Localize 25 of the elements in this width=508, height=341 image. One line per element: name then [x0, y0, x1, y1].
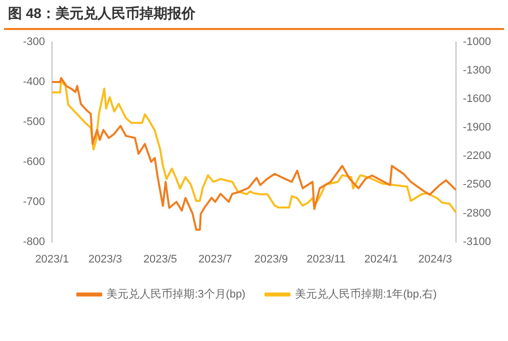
y2-tick-label: -2500 — [462, 178, 492, 191]
y2-tick-label: -1600 — [462, 93, 492, 106]
y-tick-label: -600 — [22, 156, 46, 168]
legend-label: 美元兑人民币掉期:1年(bp,右) — [294, 288, 437, 301]
y-tick-label: -500 — [22, 116, 46, 128]
x-tick-label: 2023/1 — [35, 253, 69, 266]
x-tick-label: 2024/3 — [418, 253, 452, 266]
y2-tick-label: -2200 — [462, 150, 492, 162]
y2-tick-label: -1300 — [462, 64, 492, 77]
x-tick-label: 2023/3 — [88, 253, 122, 266]
x-tick-label: 2024/1 — [364, 253, 398, 266]
y-tick-label: -400 — [22, 76, 46, 88]
y-tick-label: -700 — [22, 196, 46, 208]
y2-tick-label: -2800 — [462, 207, 492, 220]
chart-title: 图 48：美元兑人民币掉期报价 — [8, 5, 196, 23]
y2-tick-label: -1000 — [462, 36, 492, 48]
y-tick-label: -300 — [22, 36, 46, 48]
y2-tick-label: -1900 — [462, 122, 492, 134]
x-tick-label: 2023/9 — [254, 253, 288, 266]
y2-tick-label: -3100 — [462, 236, 492, 248]
x-tick-label: 2023/11 — [306, 253, 346, 266]
legend-label: 美元兑人民币掉期:3个月(bp) — [106, 288, 246, 301]
x-tick-label: 2023/5 — [143, 253, 178, 266]
x-tick-label: 2023/7 — [198, 253, 232, 266]
y-tick-label: -800 — [22, 236, 46, 248]
